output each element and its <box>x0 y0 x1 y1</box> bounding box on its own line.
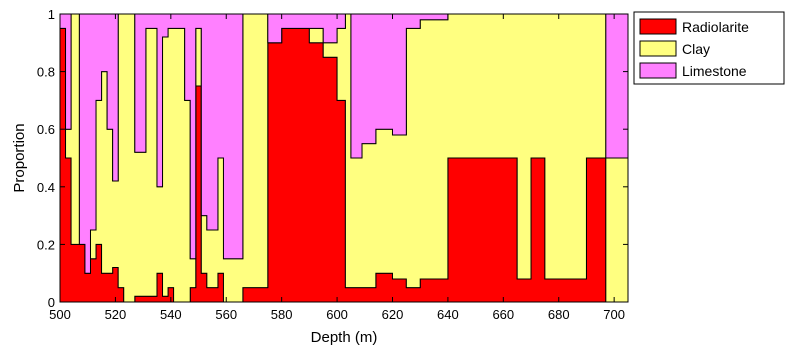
x-tick-label: 680 <box>548 307 570 322</box>
y-tick-label: 0.6 <box>37 122 55 137</box>
legend: Radiolarite Clay Limestone <box>633 11 785 85</box>
y-tick-label: 0.8 <box>37 65 55 80</box>
x-tick-label: 660 <box>492 307 514 322</box>
legend-label-radiolarite: Radiolarite <box>682 19 749 35</box>
legend-swatch-limestone <box>639 62 677 79</box>
x-axis: 500 520 540 560 580 600 620 640 660 680 700 <box>49 14 625 322</box>
plot-frame <box>59 13 629 303</box>
y-axis: 0 0.2 0.4 0.6 0.8 1 <box>37 7 628 310</box>
x-tick-label: 600 <box>326 307 348 322</box>
x-tick-label: 540 <box>160 307 182 322</box>
legend-swatch-radiolarite <box>639 18 677 35</box>
x-tick-label: 580 <box>271 307 293 322</box>
x-tick-label: 560 <box>215 307 237 322</box>
y-tick-label: 1 <box>48 7 55 22</box>
y-tick-label: 0 <box>48 295 55 310</box>
x-tick-label: 620 <box>382 307 404 322</box>
x-axis-title: Depth (m) <box>311 329 378 346</box>
y-tick-label: 0.4 <box>37 180 55 195</box>
x-tick-label: 520 <box>105 307 127 322</box>
legend-label-limestone: Limestone <box>682 63 747 79</box>
plot-area <box>59 13 629 303</box>
y-axis-title: Proportion <box>11 123 28 192</box>
legend-label-clay: Clay <box>682 41 710 57</box>
y-tick-label: 0.2 <box>37 237 55 252</box>
x-tick-label: 700 <box>603 307 625 322</box>
x-tick-label: 500 <box>49 307 71 322</box>
legend-swatch-clay <box>639 40 677 57</box>
x-tick-label: 640 <box>437 307 459 322</box>
